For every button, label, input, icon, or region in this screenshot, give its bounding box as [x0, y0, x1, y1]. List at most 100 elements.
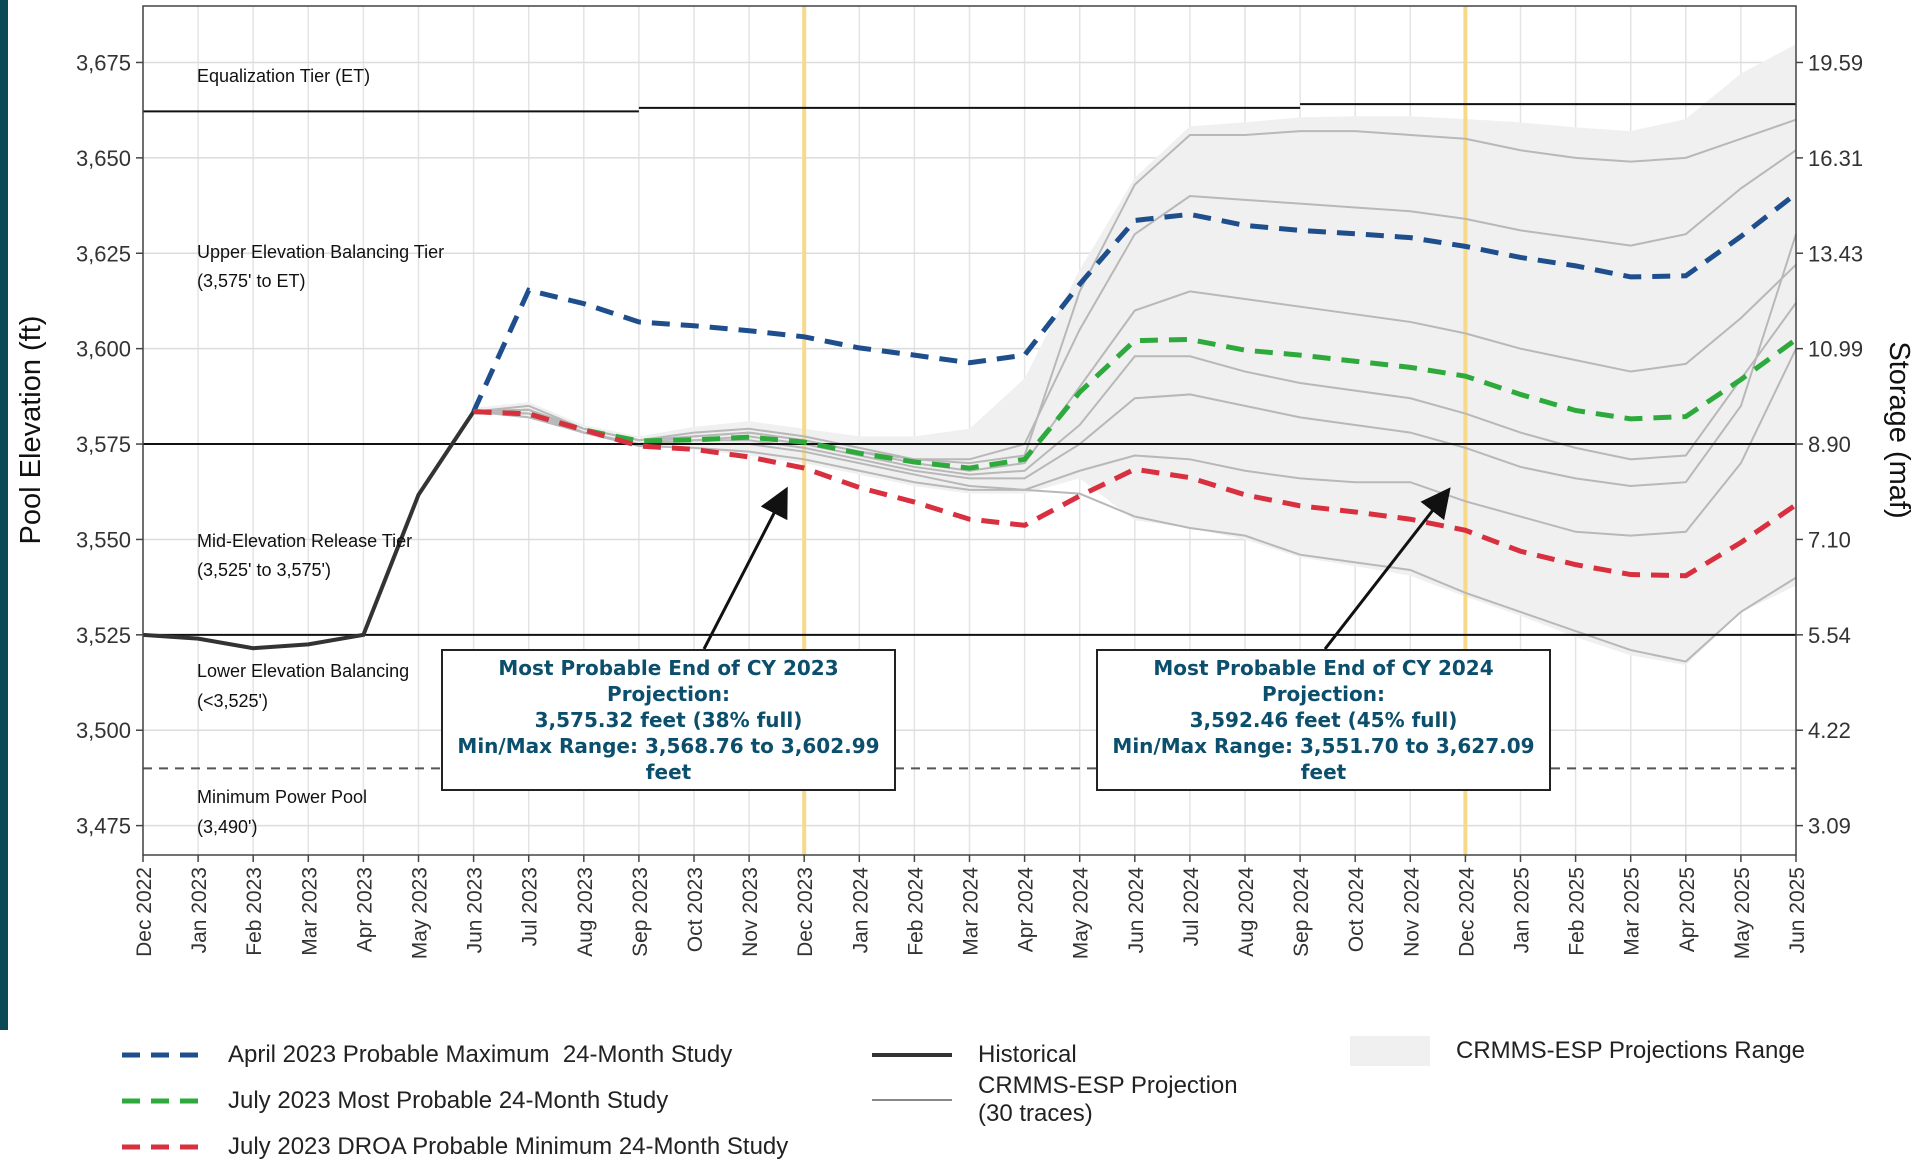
y2-tick-label: 5.54: [1808, 623, 1851, 648]
legend-label: CRMMS-ESP Projection (30 traces): [978, 1072, 1238, 1127]
legend-swatch: [122, 1098, 202, 1104]
y-tick-label: 3,650: [76, 146, 131, 171]
x-tick-label: Jan 2025: [1511, 867, 1534, 953]
y-tick-label: 3,625: [76, 241, 131, 266]
x-tick-label: Jan 2023: [188, 867, 211, 953]
x-tick-label: Dec 2023: [794, 867, 817, 957]
annotation-line: Most Probable End of CY 2024 Projection:: [1153, 656, 1494, 706]
chart: Pool Elevation (ft) Storage (maf) Equali…: [0, 0, 1915, 1030]
trace-line: [473, 233, 1797, 488]
annotation-arrow: [1323, 487, 1451, 650]
legend-item: July 2023 DROA Probable Minimum 24-Month…: [122, 1132, 788, 1162]
x-tick-label: Sep 2024: [1290, 867, 1313, 957]
x-tick-label: Oct 2023: [684, 867, 707, 952]
tier-label: (3,575' to ET): [197, 271, 305, 291]
x-tick-label: May 2024: [1070, 867, 1093, 960]
annotation-box: Most Probable End of CY 2023 Projection:…: [441, 649, 896, 791]
y2-axis-title: Storage (maf): [1883, 341, 1915, 518]
y-tick-label: 3,575: [76, 432, 131, 457]
x-tick-label: Jul 2024: [1180, 867, 1203, 947]
x-tick-label: Oct 2024: [1345, 867, 1368, 953]
x-tick-label: May 2023: [409, 867, 432, 959]
trace-line: [473, 263, 1797, 472]
legend-label: Historical: [978, 1041, 1077, 1068]
x-tick-label: Apr 2023: [353, 867, 376, 952]
legend-label: April 2023 Probable Maximum 24-Month Stu…: [228, 1041, 733, 1068]
annotation-line: 3,592.46 feet (45% full): [1189, 708, 1458, 732]
tier-label: (3,525' to 3,575'): [197, 560, 331, 580]
tier-label: (<3,525'): [197, 691, 268, 711]
x-tick-label: Feb 2024: [904, 867, 927, 956]
legend-swatch: [122, 1144, 202, 1150]
legend-label: July 2023 Most Probable 24-Month Study: [228, 1087, 669, 1114]
y-tick-label: 3,600: [76, 337, 131, 362]
legend-item: CRMMS-ESP Projections Range: [1350, 1036, 1805, 1066]
series-line: [142, 410, 476, 651]
y-tick-label: 3,675: [76, 50, 131, 75]
x-tick-label: Apr 2025: [1676, 867, 1699, 952]
legend-item: Historical: [872, 1040, 1077, 1070]
edge-bar: [0, 0, 8, 1030]
series-line: [473, 336, 1798, 471]
x-tick-label: Jul 2023: [519, 867, 542, 946]
y-axis-title: Pool Elevation (ft): [15, 316, 47, 545]
legend-rect: [1350, 1036, 1430, 1066]
y2-tick-label: 19.59: [1808, 50, 1863, 75]
tier-label: Mid-Elevation Release Tier: [197, 531, 412, 551]
y2-tick-label: 16.31: [1808, 146, 1863, 171]
x-tick-label: May 2025: [1731, 867, 1754, 959]
y-tick-label: 3,550: [76, 527, 131, 552]
x-tick-label: Apr 2024: [1015, 867, 1038, 953]
y2-tick-label: 8.90: [1808, 432, 1851, 457]
x-tick-label: Nov 2023: [739, 867, 762, 957]
y2-tick-label: 3.09: [1808, 814, 1851, 839]
x-tick-label: Mar 2023: [298, 867, 321, 956]
legend-item: April 2023 Probable Maximum 24-Month Stu…: [122, 1040, 732, 1070]
x-tick-label: Nov 2024: [1400, 867, 1423, 957]
tier-label: Minimum Power Pool: [197, 787, 367, 807]
tier-label: (3,490'): [197, 817, 257, 837]
x-tick-label: Jan 2024: [849, 867, 872, 954]
x-tick-label: Feb 2025: [1566, 867, 1589, 956]
y2-tick-label: 4.22: [1808, 718, 1851, 743]
x-tick-label: Jun 2023: [464, 867, 487, 953]
tier-label: Equalization Tier (ET): [197, 66, 370, 86]
y2-tick-label: 10.99: [1808, 337, 1863, 362]
legend-item: CRMMS-ESP Projection (30 traces): [872, 1072, 1278, 1128]
y2-tick-label: 7.10: [1808, 527, 1851, 552]
trace-line: [473, 410, 1797, 663]
tier-label: Lower Elevation Balancing: [197, 661, 409, 681]
annotation-line: Min/Max Range: 3,568.76 to 3,602.99 feet: [457, 734, 880, 784]
trace-line: [473, 118, 1797, 465]
series-line: [473, 409, 1798, 579]
annotation-box: Most Probable End of CY 2024 Projection:…: [1096, 649, 1551, 791]
annotation-line: 3,575.32 feet (38% full): [534, 708, 803, 732]
x-tick-label: Mar 2024: [960, 867, 983, 956]
x-tick-label: Dec 2024: [1455, 867, 1478, 957]
legend-swatch: [122, 1052, 202, 1058]
y-tick-label: 3,500: [76, 718, 131, 743]
x-tick-label: Mar 2025: [1621, 867, 1644, 956]
legend-swatch: [872, 1053, 952, 1057]
x-tick-label: Aug 2024: [1235, 867, 1258, 957]
x-tick-label: Sep 2023: [629, 867, 652, 957]
legend-label: July 2023 DROA Probable Minimum 24-Month…: [228, 1133, 789, 1160]
annotation-line: Most Probable End of CY 2023 Projection:: [498, 656, 839, 706]
annotation-line: Min/Max Range: 3,551.70 to 3,627.09 feet: [1112, 734, 1535, 784]
x-tick-label: Aug 2023: [574, 867, 597, 957]
series-line: [471, 191, 1798, 413]
x-tick-label: Jun 2024: [1125, 867, 1148, 954]
legend-swatch: [872, 1099, 952, 1101]
y2-tick-label: 13.43: [1808, 241, 1863, 266]
annotation-arrow: [702, 486, 788, 650]
x-tick-label: Dec 2022: [133, 867, 156, 957]
x-tick-label: Feb 2023: [243, 867, 266, 956]
y-tick-label: 3,475: [76, 814, 131, 839]
x-tick-label: Jun 2025: [1786, 867, 1809, 953]
y-tick-label: 3,525: [76, 623, 131, 648]
legend-item: July 2023 Most Probable 24-Month Study: [122, 1086, 668, 1116]
tier-label: Upper Elevation Balancing Tier: [197, 242, 444, 262]
legend-swatch: [1350, 1036, 1430, 1066]
legend-label: CRMMS-ESP Projections Range: [1456, 1037, 1806, 1064]
